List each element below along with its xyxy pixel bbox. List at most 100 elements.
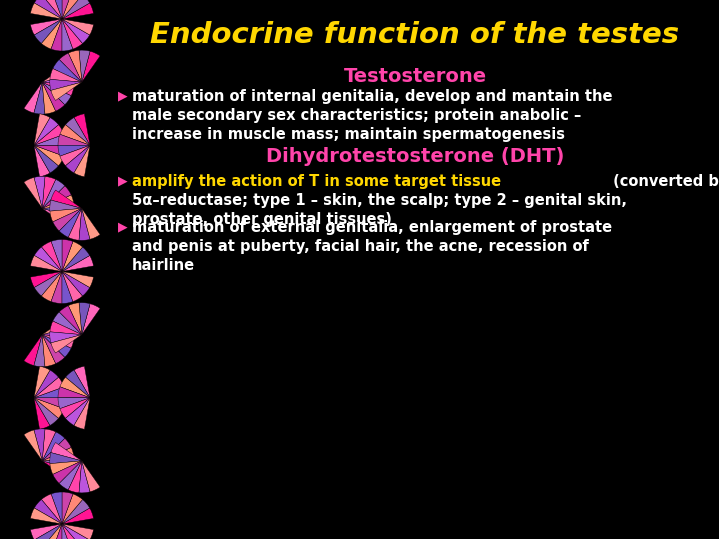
Wedge shape — [62, 524, 83, 539]
Wedge shape — [34, 125, 64, 145]
Wedge shape — [35, 19, 62, 44]
Wedge shape — [42, 461, 73, 479]
Text: male secondary sex characteristics; protein anabolic –: male secondary sex characteristics; prot… — [132, 108, 581, 123]
Wedge shape — [35, 247, 62, 272]
Wedge shape — [79, 461, 90, 493]
Text: (converted by: (converted by — [608, 174, 719, 189]
Text: ▶: ▶ — [118, 220, 128, 233]
Wedge shape — [51, 443, 82, 461]
Wedge shape — [59, 209, 82, 237]
Wedge shape — [42, 82, 74, 95]
Wedge shape — [34, 398, 50, 429]
Wedge shape — [68, 303, 82, 335]
Wedge shape — [74, 145, 90, 177]
Wedge shape — [42, 176, 56, 209]
Wedge shape — [42, 524, 62, 539]
Wedge shape — [65, 145, 90, 173]
Wedge shape — [60, 145, 90, 166]
Wedge shape — [42, 241, 62, 272]
Wedge shape — [60, 125, 90, 145]
Wedge shape — [59, 306, 82, 335]
Wedge shape — [58, 134, 90, 145]
Wedge shape — [62, 0, 90, 19]
Wedge shape — [50, 453, 82, 464]
Wedge shape — [62, 19, 90, 44]
Wedge shape — [62, 247, 90, 272]
Wedge shape — [62, 19, 73, 51]
Wedge shape — [34, 398, 58, 425]
Wedge shape — [52, 461, 82, 483]
Wedge shape — [51, 19, 62, 51]
Wedge shape — [62, 524, 73, 539]
Wedge shape — [42, 179, 65, 209]
Wedge shape — [34, 387, 66, 398]
Wedge shape — [52, 209, 82, 231]
Wedge shape — [42, 0, 62, 19]
Wedge shape — [42, 74, 74, 85]
Wedge shape — [52, 59, 82, 82]
Wedge shape — [42, 64, 73, 82]
Wedge shape — [62, 272, 90, 296]
Wedge shape — [42, 335, 71, 357]
Wedge shape — [50, 321, 82, 335]
Wedge shape — [74, 114, 90, 145]
Wedge shape — [50, 200, 82, 211]
Wedge shape — [51, 492, 62, 524]
Wedge shape — [35, 500, 62, 524]
Wedge shape — [34, 398, 66, 409]
Text: increase in muscle mass; maintain spermatogenesis: increase in muscle mass; maintain sperma… — [132, 127, 565, 142]
Text: Dihydrotestosterone (DHT): Dihydrotestosterone (DHT) — [266, 147, 564, 166]
Wedge shape — [62, 500, 90, 524]
Wedge shape — [42, 82, 65, 111]
Wedge shape — [62, 272, 83, 301]
Wedge shape — [50, 461, 82, 474]
Wedge shape — [34, 114, 50, 145]
Wedge shape — [30, 272, 62, 287]
Text: maturation of internal genitalia, develop and mantain the: maturation of internal genitalia, develo… — [132, 89, 613, 104]
Wedge shape — [42, 82, 71, 105]
Wedge shape — [68, 209, 82, 240]
Wedge shape — [62, 0, 73, 19]
Wedge shape — [50, 332, 82, 343]
Text: maturation of external genitalia, enlargement of prostate: maturation of external genitalia, enlarg… — [132, 220, 612, 235]
Wedge shape — [58, 398, 90, 409]
Wedge shape — [42, 335, 74, 348]
Wedge shape — [68, 50, 82, 82]
Wedge shape — [62, 239, 73, 272]
Wedge shape — [82, 51, 100, 82]
Wedge shape — [52, 312, 82, 335]
Wedge shape — [42, 335, 65, 364]
Wedge shape — [79, 302, 90, 335]
Text: 5α–reductase; type 1 – skin, the scalp; type 2 – genital skin,: 5α–reductase; type 1 – skin, the scalp; … — [132, 193, 627, 208]
Wedge shape — [42, 205, 74, 217]
Wedge shape — [65, 398, 90, 425]
Wedge shape — [51, 190, 82, 209]
Wedge shape — [42, 316, 73, 335]
Wedge shape — [60, 398, 90, 418]
Wedge shape — [42, 186, 71, 209]
Wedge shape — [62, 492, 73, 524]
Wedge shape — [35, 524, 62, 539]
Wedge shape — [42, 458, 74, 469]
Wedge shape — [34, 366, 50, 398]
Wedge shape — [34, 335, 45, 367]
Wedge shape — [42, 326, 74, 337]
Wedge shape — [51, 0, 62, 19]
Wedge shape — [24, 177, 42, 209]
Wedge shape — [34, 398, 64, 418]
Wedge shape — [42, 429, 56, 461]
Wedge shape — [42, 19, 62, 49]
Text: ▶: ▶ — [118, 89, 128, 102]
Text: Testosterone: Testosterone — [344, 67, 487, 86]
Wedge shape — [50, 68, 82, 82]
Wedge shape — [35, 272, 62, 296]
Wedge shape — [68, 461, 82, 493]
Wedge shape — [62, 255, 93, 272]
Wedge shape — [62, 272, 73, 303]
Wedge shape — [60, 377, 90, 398]
Text: hairline: hairline — [132, 258, 195, 273]
Wedge shape — [34, 370, 58, 398]
Wedge shape — [62, 19, 93, 35]
Wedge shape — [42, 447, 74, 461]
Wedge shape — [34, 145, 66, 156]
